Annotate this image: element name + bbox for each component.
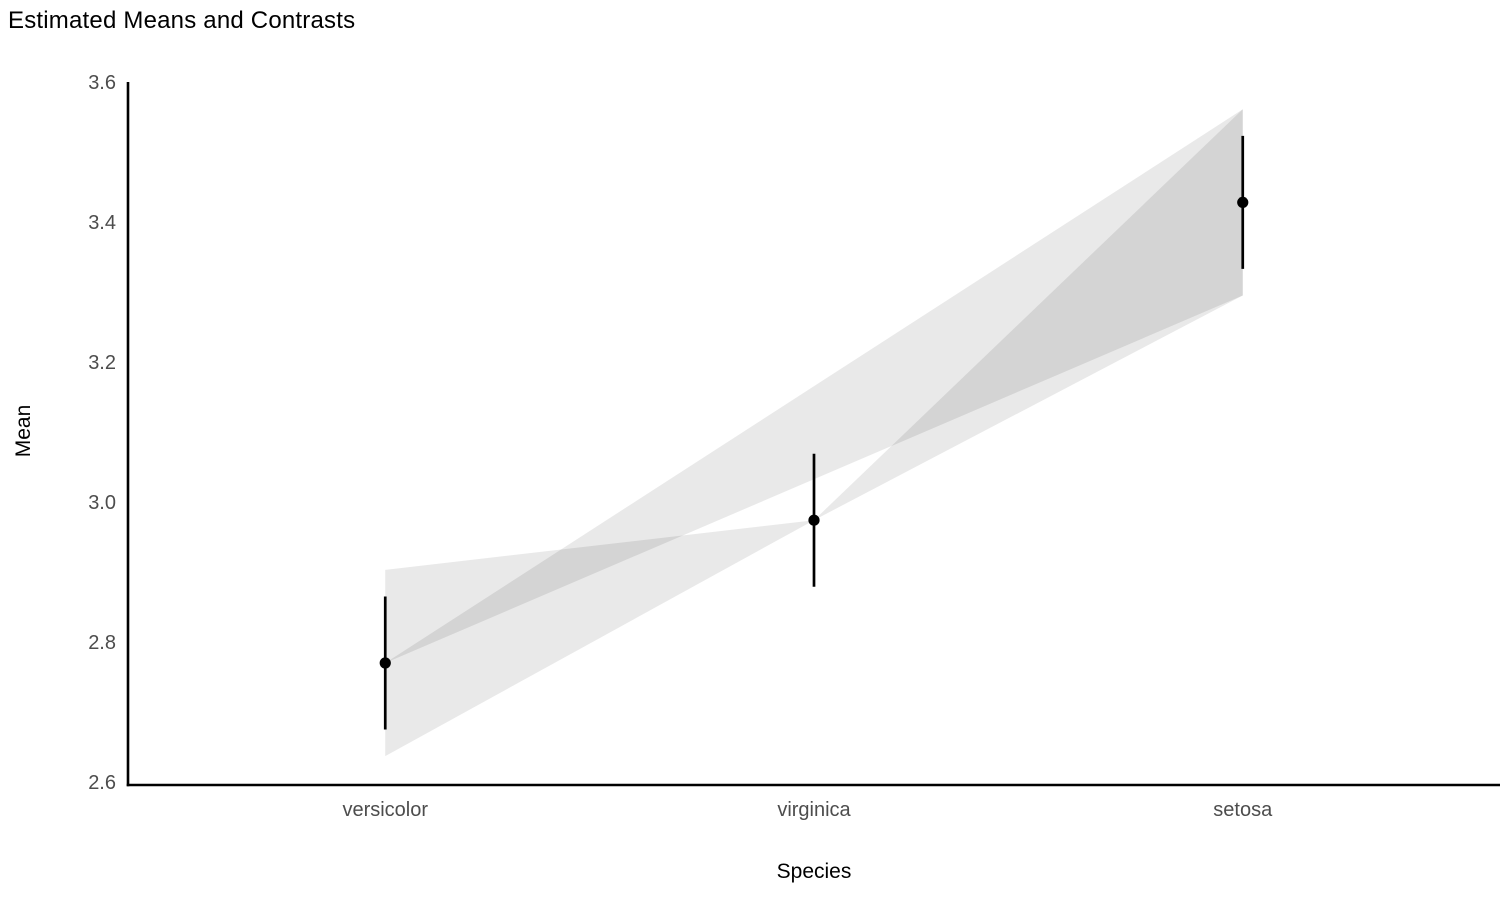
tick-labels-layer: 2.6 2.8 3.0 3.2 3.4 3.6 versicolor virginica set… [88,72,1273,821]
mean-point-virginica [808,514,820,526]
mean-point-versicolor [379,657,391,669]
contrast-band-versicolor-virginica [385,520,814,757]
x-axis-title: Species [776,860,852,883]
y-tick-label: 2.6 [88,772,116,794]
axes-layer [126,82,1500,787]
y-tick-label: 3.4 [88,212,116,234]
y-tick-label: 3.6 [88,72,116,94]
mean-point-setosa [1237,196,1249,208]
y-tick-label: 3.0 [88,492,116,514]
contrast-bands-layer [385,109,1243,757]
contrast-band-setosa-versicolor [385,109,1243,664]
y-tick-label: 3.2 [88,352,116,374]
y-tick-label: 2.8 [88,632,116,654]
x-tick-label-setosa: setosa [1213,799,1273,821]
y-axis-title: Mean [12,404,35,458]
x-tick-label-virginica: virginica [777,799,851,821]
mean-points-layer [379,196,1249,669]
chart-title: Estimated Means and Contrasts [8,7,356,34]
x-tick-label-versicolor: versicolor [342,799,428,821]
contrast-band-setosa-virginica [814,109,1243,521]
